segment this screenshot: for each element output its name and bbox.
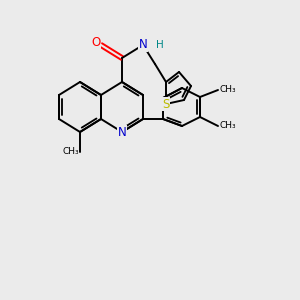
Text: CH₃: CH₃ — [62, 148, 79, 157]
Text: O: O — [92, 37, 100, 50]
Text: N: N — [139, 38, 147, 52]
Text: N: N — [118, 125, 126, 139]
Text: H: H — [156, 40, 164, 50]
Text: CH₃: CH₃ — [219, 122, 236, 130]
Text: CH₃: CH₃ — [219, 85, 236, 94]
Text: S: S — [162, 98, 170, 110]
